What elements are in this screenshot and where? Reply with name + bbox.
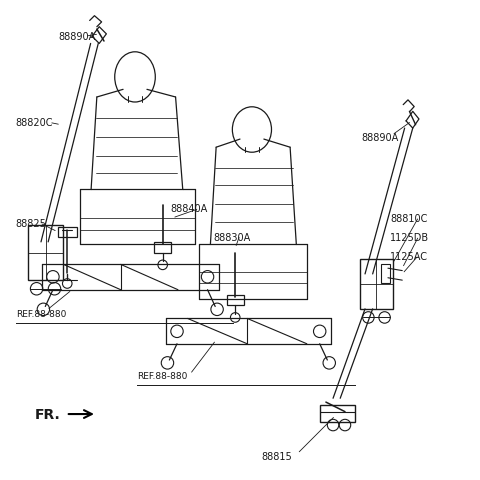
Bar (58, 227, 77, 238)
Text: 88890A: 88890A (362, 132, 399, 143)
Bar (381, 265, 390, 284)
Text: REF.88-880: REF.88-880 (137, 372, 188, 381)
Text: 88840A: 88840A (171, 204, 208, 214)
Bar (154, 243, 171, 253)
Text: FR.: FR. (35, 407, 60, 421)
Text: 88890A: 88890A (59, 32, 96, 42)
Bar (227, 295, 244, 306)
Text: REF.88-880: REF.88-880 (16, 310, 66, 318)
Text: 88810C: 88810C (390, 214, 428, 224)
Bar (320, 406, 355, 422)
Text: 1125AC: 1125AC (390, 252, 428, 262)
Text: 88815: 88815 (262, 451, 292, 461)
Text: 1125DB: 1125DB (390, 233, 430, 242)
Text: 88830A: 88830A (214, 233, 251, 242)
Text: 88820C: 88820C (16, 118, 53, 128)
Bar (360, 259, 393, 309)
Text: 88825: 88825 (16, 218, 47, 228)
Bar (28, 226, 63, 281)
